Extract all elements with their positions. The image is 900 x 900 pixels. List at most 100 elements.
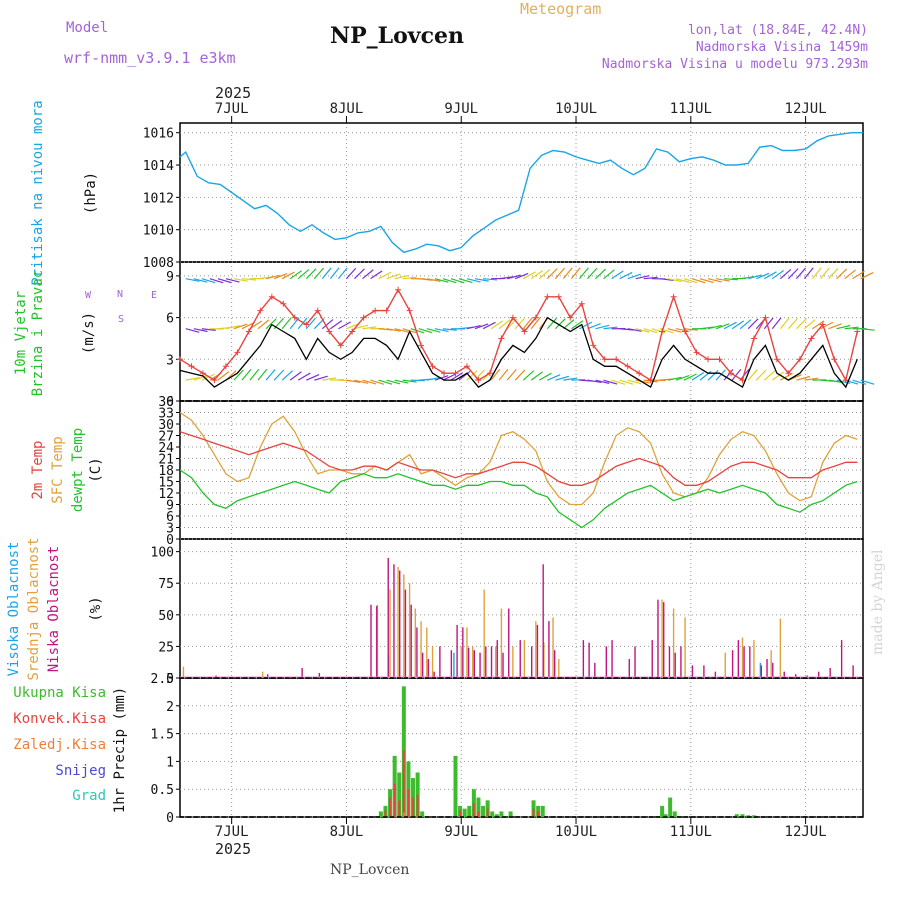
wind-arrow (603, 326, 618, 330)
gust-marker (831, 356, 838, 363)
precip-bar-0 (540, 805, 545, 817)
wind-arrow (555, 375, 570, 381)
wind-arrow (514, 272, 529, 280)
precip-bar-1 (459, 810, 462, 817)
panel-0-ytick-label: 1010 (143, 224, 174, 239)
wind-arrow (289, 371, 302, 381)
wind-arrow (281, 370, 293, 381)
panel-2-ytick-label: 27 (158, 430, 174, 445)
gust-marker (601, 356, 608, 363)
wind-arrow (474, 323, 489, 330)
wind-arrow (547, 374, 561, 381)
wind-arrow (402, 276, 417, 280)
gust-marker (808, 335, 815, 342)
sfc-temp-title: SFC Temp (50, 436, 66, 503)
wind-arrow (354, 268, 365, 280)
panel-3-ytick-label: 25 (158, 640, 174, 655)
wind-arrow (514, 369, 526, 381)
wind-arrow (498, 319, 511, 330)
wind-arrow (354, 379, 369, 384)
precip-bar-0 (746, 815, 751, 817)
panel-1-ytick-label: 0 (166, 395, 174, 410)
gust-marker (521, 328, 528, 335)
wind-arrow (538, 269, 551, 280)
compass-east: E (151, 290, 157, 301)
compass-north: N (117, 289, 123, 300)
wind-arrow (828, 323, 842, 330)
wind-arrow (771, 270, 785, 280)
day-label-bottom: 11JUL (670, 824, 712, 840)
wind-arrow (474, 278, 489, 282)
wind-arrow (554, 318, 566, 330)
wind-arrow (691, 372, 705, 381)
wind-arrow (530, 371, 543, 381)
wind-arrow (418, 328, 433, 334)
wind-arrow (193, 328, 208, 333)
wind-arrow (466, 325, 481, 330)
wind-arrow (836, 268, 848, 280)
low-cloud-title: Niska Oblacnost (46, 546, 62, 672)
wind-arrow (659, 278, 674, 281)
precip-bar-0 (668, 797, 673, 817)
wind-arrow (763, 271, 777, 280)
page-title: NP_Lovcen (330, 23, 464, 49)
wind-arrow (362, 326, 377, 330)
wind-arrow (707, 370, 719, 381)
wind-arrow (450, 372, 464, 381)
wind-arrow (362, 379, 377, 385)
wind-arrow (482, 321, 496, 330)
precip-bar-0 (490, 811, 495, 817)
panel-3-ytick-label: 75 (158, 577, 174, 592)
wind-arrow (337, 267, 348, 280)
wind-arrow (587, 379, 602, 384)
wind-arrow (836, 324, 851, 330)
wind-arrow (378, 271, 392, 280)
wind-arrow (297, 372, 311, 381)
precip-legend-3: Snijeg (55, 763, 106, 779)
gust-marker (257, 307, 264, 314)
wind-arrow (804, 319, 816, 330)
wind-arrow (426, 328, 441, 333)
precip-bar-1 (407, 789, 410, 817)
precip-bar-1 (416, 794, 419, 817)
cloud-ylabel: (%) (88, 596, 104, 621)
gust-marker (406, 307, 413, 314)
wind-arrow (571, 320, 584, 330)
panel-2-ytick-label: 21 (158, 453, 174, 468)
gust-marker (555, 293, 562, 300)
wind-arrow (273, 273, 288, 280)
panel-0-ytick-label: 1016 (143, 127, 174, 142)
gust-marker (509, 314, 516, 321)
panel-4-ytick-label: 2 (166, 700, 174, 715)
gust-marker (486, 370, 493, 377)
wind-arrow (763, 317, 774, 330)
precip-bar-1 (402, 750, 405, 817)
wind-arrow (603, 379, 618, 385)
wind-arrow (265, 274, 280, 280)
wind-arrow (763, 370, 776, 381)
wind-arrow (386, 328, 401, 332)
precip-bar-0 (378, 811, 383, 817)
wind-arrow (844, 326, 859, 330)
wind-arrow (691, 278, 706, 284)
wind-arrow (820, 321, 834, 330)
dewpt-line (179, 469, 858, 529)
wind-arrow (458, 370, 471, 381)
precip-bar-1 (537, 811, 540, 817)
panel-3-frame (179, 538, 864, 679)
panel-0-ytick-label: 1012 (143, 191, 174, 206)
wind-arrow (522, 370, 535, 381)
panel-2-ytick-label: 0 (166, 533, 174, 548)
wind-arrow (707, 324, 722, 330)
sfc-temp-line (179, 411, 858, 506)
wind-arrow (803, 267, 814, 280)
day-label-top: 11JUL (670, 101, 712, 117)
precip-bar-1 (384, 810, 387, 817)
gust-marker (452, 370, 459, 377)
wind-arrow (771, 317, 782, 330)
wind-arrow (209, 278, 224, 284)
wind-arrow (394, 328, 409, 333)
wind-arrow (265, 318, 277, 330)
wind-arrow (780, 372, 793, 381)
wind-arrow (683, 278, 698, 284)
